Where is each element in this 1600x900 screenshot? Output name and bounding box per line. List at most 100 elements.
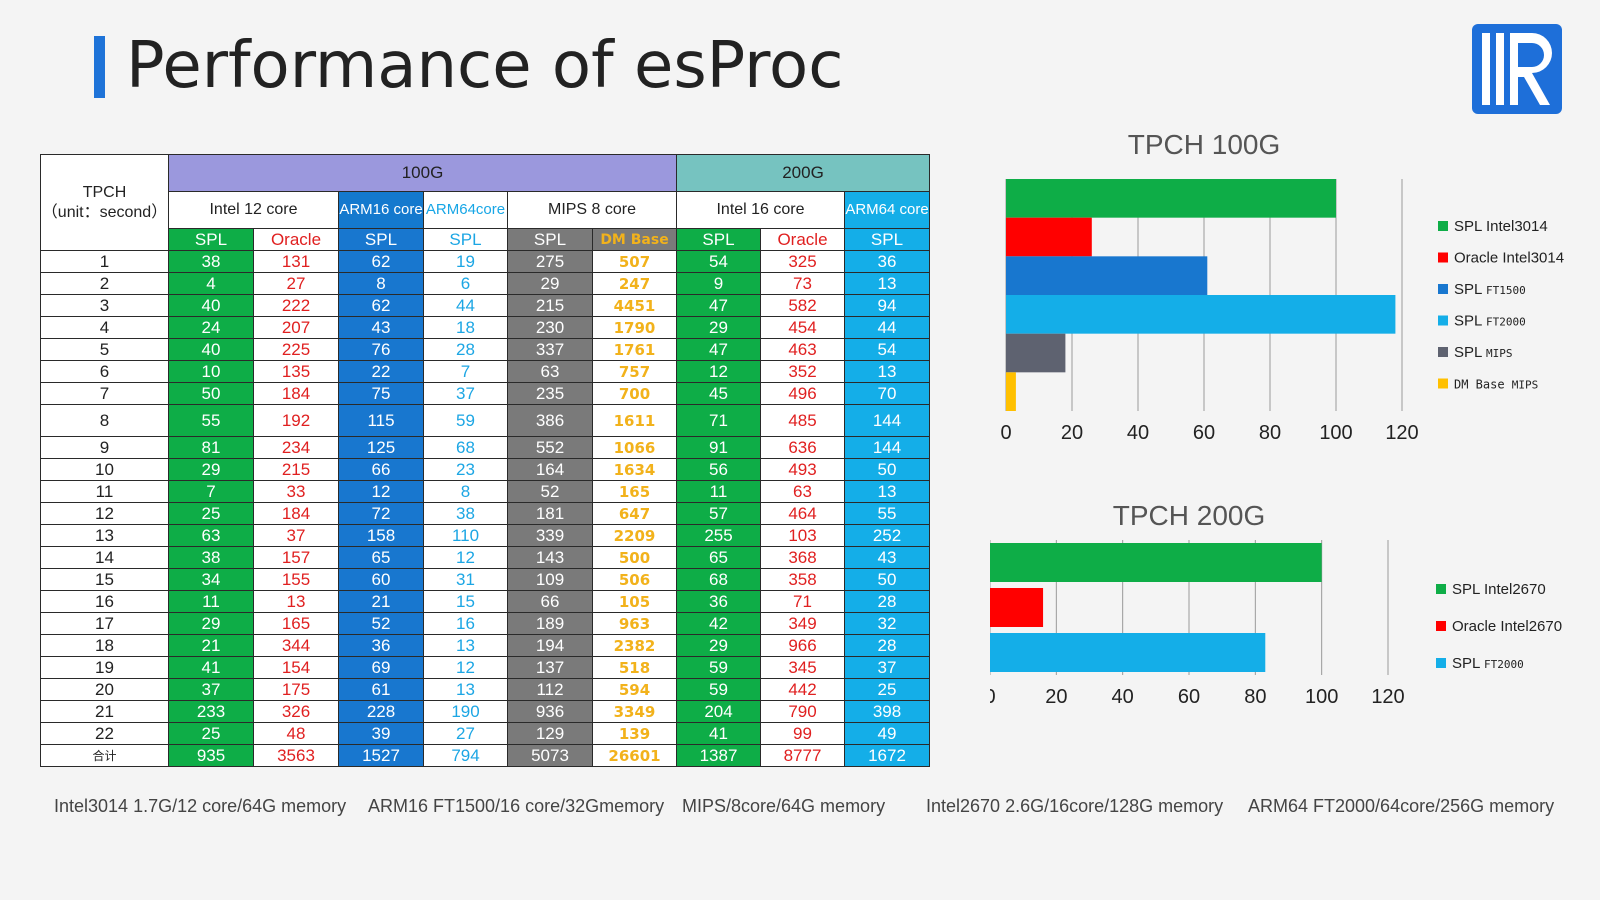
table-cell: 154 <box>253 656 339 679</box>
table-cell: 194 <box>507 634 593 657</box>
table-cell: 144 <box>844 404 930 437</box>
table-cell: 50 <box>168 382 254 405</box>
legend-swatch <box>1438 315 1448 326</box>
table-cell: 155 <box>253 568 339 591</box>
table-cell: 2209 <box>592 524 677 547</box>
table-cell: 184 <box>253 502 339 525</box>
x-tick-label: 80 <box>1259 422 1281 444</box>
row-label: 19 <box>40 656 169 679</box>
row-label: 7 <box>40 382 169 405</box>
chart-title: TPCH 200G <box>1113 500 1266 531</box>
table-cell: 115 <box>338 404 424 437</box>
column-header: SPL <box>168 228 254 251</box>
table-cell: 55 <box>168 404 254 437</box>
table-cell: 368 <box>760 546 845 569</box>
legend-label: DM Base MIPS <box>1454 378 1538 392</box>
x-tick-label: 120 <box>1385 422 1418 444</box>
table-cell: 11 <box>168 590 254 613</box>
table-cell: 19 <box>423 250 508 273</box>
table-cell: 109 <box>507 568 593 591</box>
table-cell: 234 <box>253 436 339 459</box>
table-cell: 4451 <box>592 294 677 317</box>
table-cell: 11 <box>676 480 761 503</box>
footer-note-intel3014: Intel3014 1.7G/12 core/64G memory <box>54 796 347 816</box>
bar <box>990 633 1266 672</box>
table-cell: 65 <box>338 546 424 569</box>
bar <box>1006 217 1092 257</box>
table-cell: 135 <box>253 360 339 383</box>
table-cell: 21 <box>168 634 254 657</box>
x-tick-label: 20 <box>1045 686 1067 708</box>
footer-note-arm64: ARM64 FT2000/64core/256G memory <box>1248 796 1555 816</box>
legend-label: SPL Intel2670 <box>1452 581 1546 598</box>
table-cell: 582 <box>760 294 845 317</box>
table-cell: 99 <box>760 722 845 745</box>
table-cell: 165 <box>253 612 339 635</box>
table-cell: 963 <box>592 612 677 635</box>
column-header: Oracle <box>760 228 845 251</box>
table-cell: 33 <box>253 480 339 503</box>
table-cell: 71 <box>676 404 761 437</box>
table-cell: 25 <box>844 678 930 701</box>
row-label: 16 <box>40 590 169 613</box>
table-cell: 345 <box>760 656 845 679</box>
table-cell: 228 <box>338 700 424 723</box>
x-tick-label: 40 <box>1112 686 1134 708</box>
table-cell: 61 <box>338 678 424 701</box>
row-label: 8 <box>40 404 169 437</box>
table-cell: 69 <box>338 656 424 679</box>
table-cell: 225 <box>253 338 339 361</box>
corner-label-unit: （unit：second） <box>41 203 168 221</box>
table-cell: 29 <box>676 634 761 657</box>
table-cell: 28 <box>844 590 930 613</box>
table-cell: 40 <box>168 338 254 361</box>
table-cell: 1672 <box>844 744 930 767</box>
table-cell: 27 <box>423 722 508 745</box>
table-cell: 8 <box>338 272 424 295</box>
table-cell: 23 <box>423 458 508 481</box>
x-tick-label: 80 <box>1244 686 1266 708</box>
table-cell: 12 <box>423 656 508 679</box>
row-label: 9 <box>40 436 169 459</box>
table-row: 13 63 37 158 110 339 2209 255 103 252 <box>40 524 930 547</box>
table-cell: 66 <box>338 458 424 481</box>
table-cell: 13 <box>423 634 508 657</box>
table-row: 5 40 225 76 28 337 1761 47 463 54 <box>40 338 930 361</box>
footer-note-arm16: ARM16 FT1500/16 core/32Gmemory <box>368 796 665 816</box>
table-cell: 47 <box>676 294 761 317</box>
table-cell: 54 <box>676 250 761 273</box>
table-cell: 50 <box>844 568 930 591</box>
column-header: SPL <box>676 228 761 251</box>
table-cell: 45 <box>676 382 761 405</box>
bar <box>1006 372 1016 411</box>
group-header-100g: 100G <box>168 154 677 192</box>
table-cell: 52 <box>507 480 593 503</box>
table-cell: 21 <box>338 590 424 613</box>
row-label: 3 <box>40 294 169 317</box>
table-row: 21 233 326 228 190 936 3349 204 790 398 <box>40 700 930 723</box>
table-cell: 70 <box>844 382 930 405</box>
table-row: 10 29 215 66 23 164 1634 56 493 50 <box>40 458 930 481</box>
table-row: 2 4 27 8 6 29 247 9 73 13 <box>40 272 930 295</box>
table-cell: 13 <box>844 360 930 383</box>
footer-note-mips: MIPS/8core/64G memory <box>682 796 886 816</box>
table-cell: 936 <box>507 700 593 723</box>
table-row: 7 50 184 75 37 235 700 45 496 70 <box>40 382 930 405</box>
table-cell: 190 <box>423 700 508 723</box>
table-cell: 42 <box>676 612 761 635</box>
table-cell: 41 <box>168 656 254 679</box>
chart-tpch-200g: TPCH 200G 0 20 40 60 80 100 120 SPL Intel2670 Ora… <box>990 500 1562 708</box>
table-cell: 339 <box>507 524 593 547</box>
x-tick-label: 20 <box>1061 422 1083 444</box>
table-cell: 215 <box>253 458 339 481</box>
table-cell: 94 <box>844 294 930 317</box>
column-header: SPL <box>338 228 424 251</box>
row-label: 21 <box>40 700 169 723</box>
table-row: 8 55 192 115 59 386 1611 71 485 144 <box>40 404 930 437</box>
x-tick-label: 100 <box>1319 422 1352 444</box>
table-cell: 1527 <box>338 744 424 767</box>
table-cell: 184 <box>253 382 339 405</box>
table-cell: 49 <box>844 722 930 745</box>
table-cell: 50 <box>844 458 930 481</box>
bar <box>1006 179 1336 218</box>
